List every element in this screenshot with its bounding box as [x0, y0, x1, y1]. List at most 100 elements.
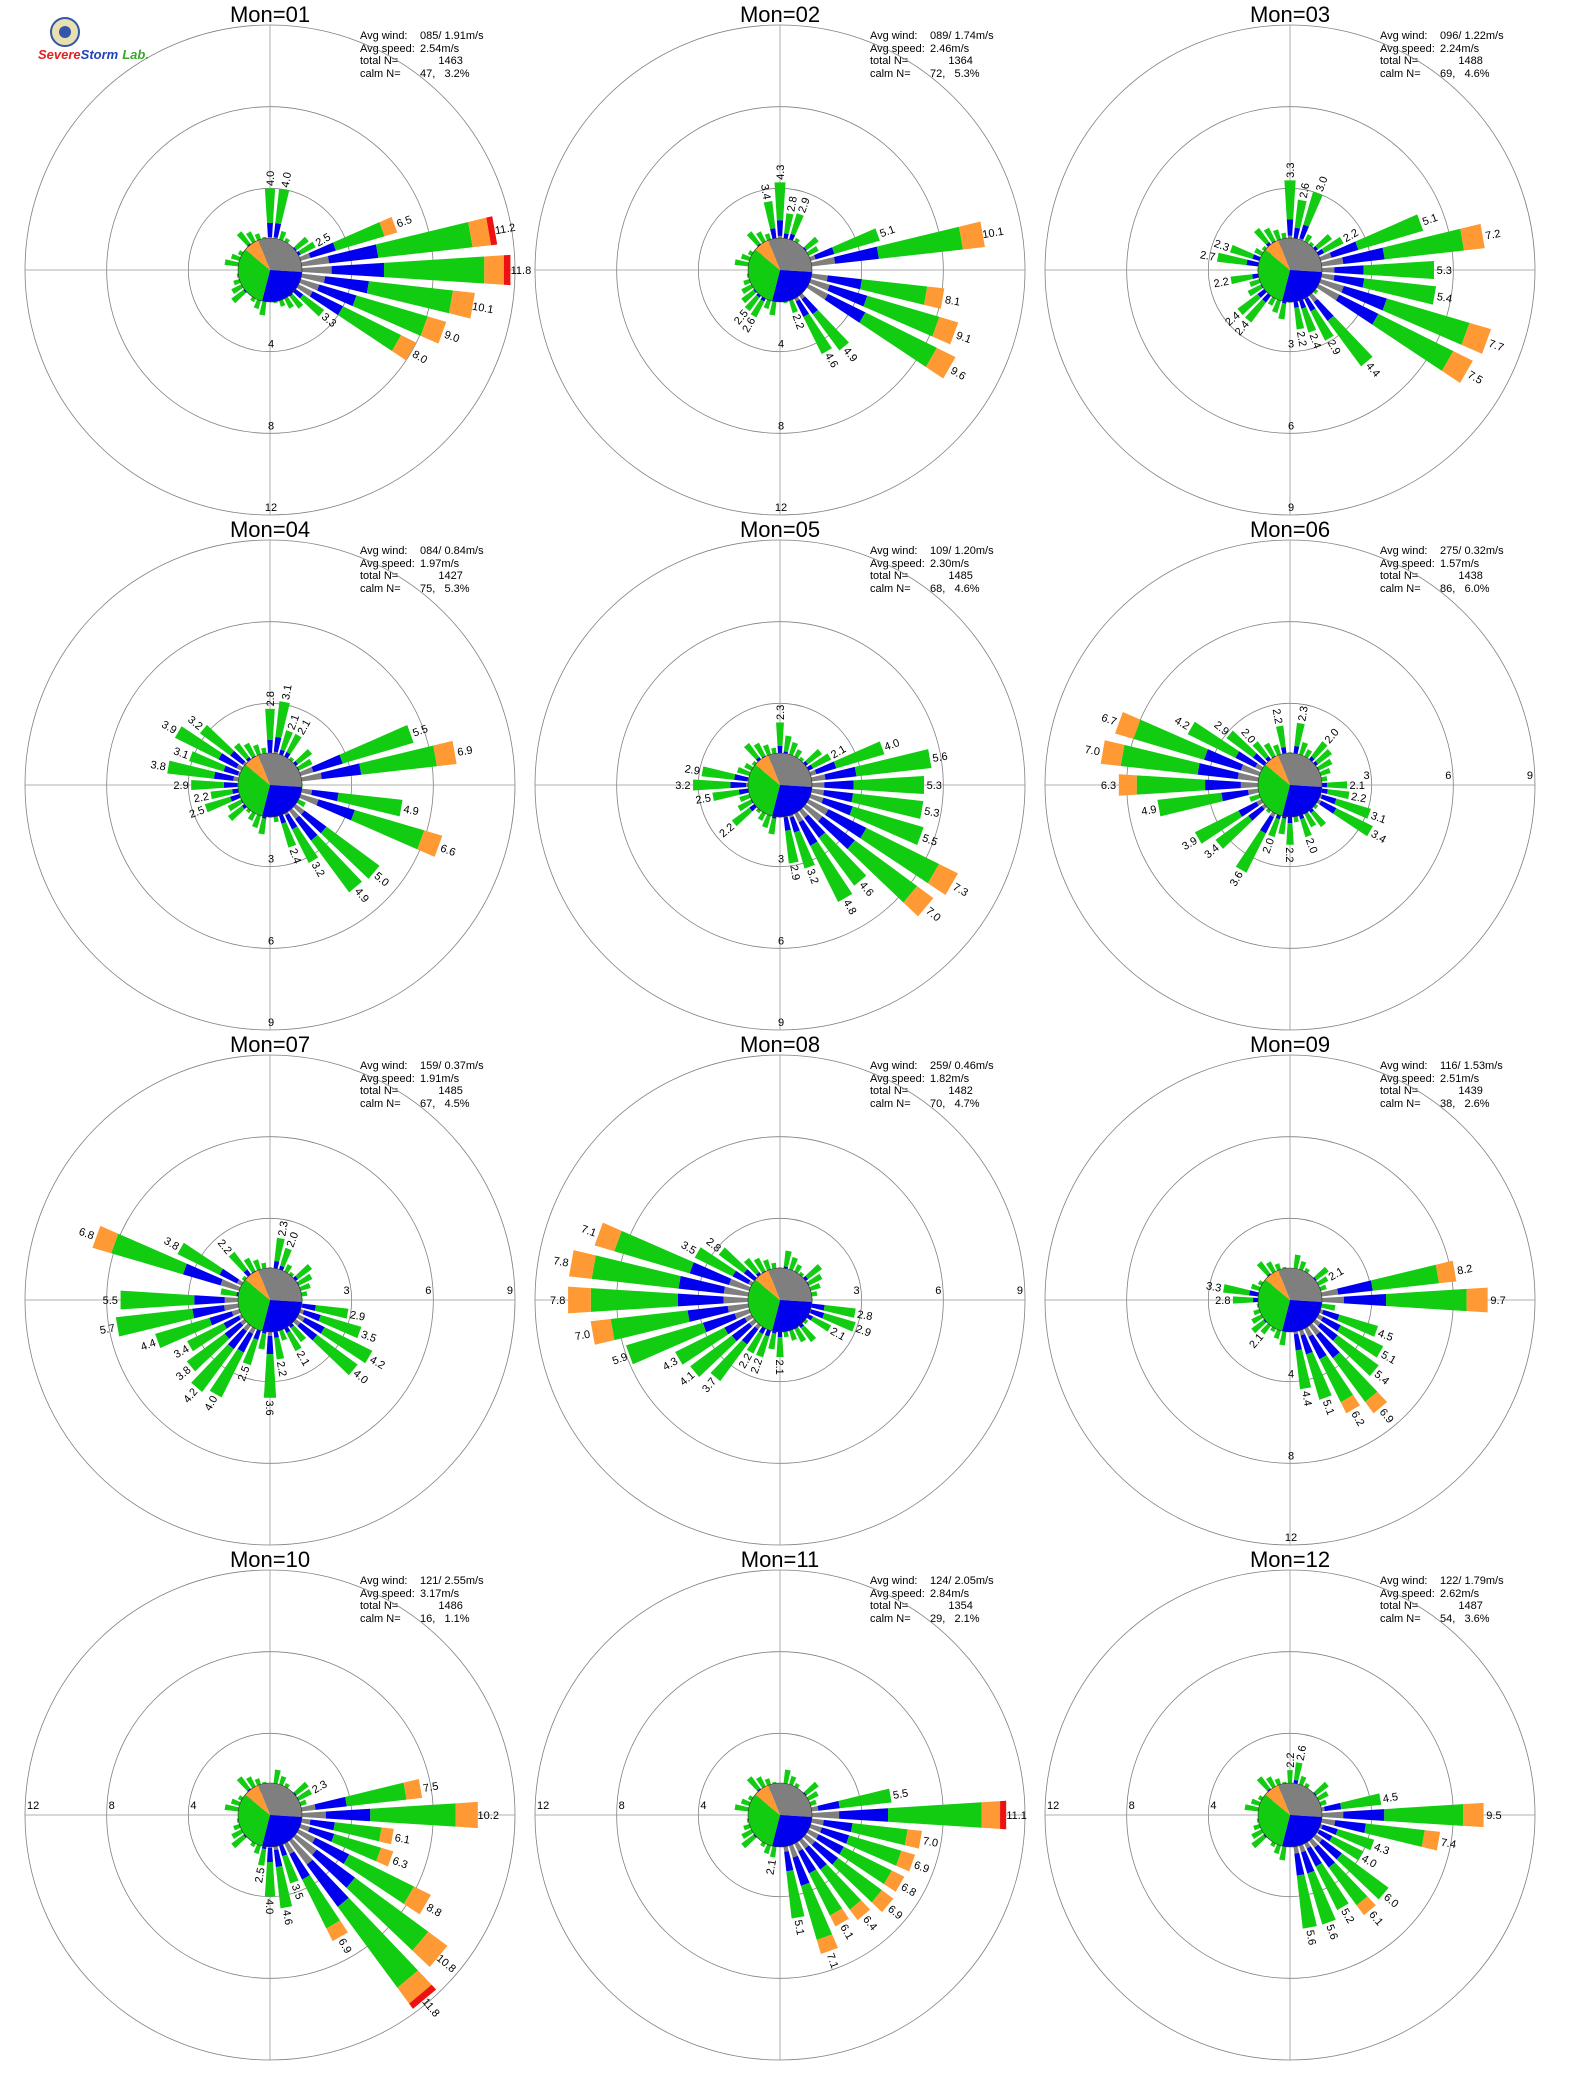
- petal-segment: [1317, 758, 1333, 771]
- petal-segment: [314, 1305, 349, 1319]
- petal-segment: [1322, 1309, 1340, 1321]
- calm-pie-slice: [1258, 1279, 1290, 1331]
- petal-segment: [312, 1334, 358, 1376]
- petal-segment: [1355, 214, 1424, 250]
- petal-segment: [734, 259, 749, 267]
- petal-label: 6.9: [912, 1859, 930, 1876]
- petal-segment: [694, 1247, 736, 1277]
- petal-label: 4.3: [775, 165, 787, 180]
- calm-pie-slice: [238, 249, 270, 301]
- calm-pie-slice: [772, 1300, 812, 1332]
- petal-segment: [805, 1263, 823, 1280]
- stat-total-n: total N= 1463: [360, 55, 484, 68]
- petal-segment: [1421, 1830, 1441, 1851]
- petal-segment: [774, 182, 786, 221]
- calm-pie-border: [237, 237, 303, 303]
- wind-rose-panel: Mon=02 Avg wind: 089/ 1.74m/s Avg speed: 2.4…: [520, 0, 1040, 520]
- calm-pie-slice: [238, 1279, 270, 1331]
- petal-segment: [1363, 260, 1434, 280]
- stat-avg-wind: Avg wind: 085/ 1.91m/s: [360, 30, 484, 43]
- university-seal-icon: [50, 17, 80, 47]
- petal-segment: [743, 742, 760, 760]
- petal-segment: [958, 221, 985, 250]
- petal-segment: [320, 826, 380, 879]
- stat-label: Avg speed:: [870, 557, 925, 570]
- petal-segment: [1315, 1331, 1340, 1359]
- petal-label: 3.6: [1228, 869, 1246, 888]
- ring-label: 8: [1288, 1450, 1294, 1462]
- stat-label: total N=: [870, 1600, 909, 1612]
- petal-segment: [800, 1325, 817, 1343]
- petal-segment: [701, 766, 736, 780]
- petal-segment: [448, 290, 475, 319]
- stat-value: 116/ 1.53m/s: [1440, 1060, 1503, 1072]
- petal-segment: [223, 1315, 241, 1329]
- ring-label: 8: [268, 420, 274, 432]
- ring-label: 9: [778, 1017, 784, 1029]
- wind-rose-panel: Mon=07 Avg wind: 159/ 0.37m/s Avg speed: 1.9…: [10, 1030, 530, 1550]
- petal-segment: [710, 1340, 748, 1382]
- stat-label: total N=: [870, 1085, 909, 1097]
- petal-segment: [816, 1834, 844, 1855]
- stat-calm-n: calm N= 38, 2.6%: [1380, 1098, 1503, 1111]
- calm-pie-slice: [258, 1268, 302, 1303]
- petal-segment: [1332, 1335, 1379, 1377]
- stat-avg-wind: Avg wind: 109/ 1.20m/s: [870, 545, 994, 558]
- petal-segment: [803, 313, 832, 355]
- petal-segment: [1306, 1352, 1332, 1400]
- petal-label: 4.9: [352, 886, 371, 905]
- petal-label: 3.5: [359, 1329, 377, 1346]
- stat-label: Avg wind:: [1380, 545, 1428, 557]
- petal-segment: [231, 289, 246, 304]
- petal-segment: [337, 792, 403, 817]
- panel-stats: Avg wind: 121/ 2.55m/s Avg speed: 3.17m/s to…: [360, 1575, 484, 1625]
- petal-segment: [1197, 763, 1239, 780]
- petal-segment: [297, 758, 313, 771]
- petal-segment: [486, 216, 498, 246]
- petal-segment: [783, 816, 791, 831]
- calm-pie-border: [237, 1267, 303, 1333]
- petal-segment: [1371, 1264, 1440, 1291]
- stat-total-n: total N= 1427: [360, 570, 484, 583]
- stat-label: Avg speed:: [870, 1072, 925, 1085]
- stat-label: total N=: [360, 55, 399, 67]
- petal-label: 2.2: [1270, 708, 1284, 725]
- petal-segment: [798, 1849, 817, 1874]
- petal-label: 10.1: [471, 301, 494, 317]
- petal-label: 2.8: [856, 1309, 873, 1323]
- petal-segment: [155, 1317, 212, 1348]
- petal-segment: [1232, 1296, 1254, 1304]
- panel-title: Mon=10: [229, 1547, 311, 1572]
- calm-pie-border: [237, 752, 303, 818]
- petal-segment: [783, 1769, 791, 1784]
- petal-segment: [1314, 1844, 1336, 1868]
- petal-segment: [312, 1837, 350, 1864]
- petal-label: 2.5: [188, 804, 206, 821]
- petal-segment: [1340, 1395, 1361, 1414]
- petal-segment: [743, 1257, 760, 1275]
- petal-segment: [860, 279, 928, 305]
- petal-label: 6.8: [899, 1881, 918, 1899]
- calm-pie-slice: [1278, 1268, 1322, 1303]
- petal-label: 4.0: [1359, 1853, 1378, 1871]
- petal-segment: [223, 765, 240, 776]
- petal-segment: [311, 754, 343, 773]
- petal-segment: [1320, 1316, 1341, 1332]
- stat-value: 38, 2.6%: [1440, 1097, 1490, 1110]
- stat-calm-n: calm N= 86, 6.0%: [1380, 583, 1504, 596]
- petal-segment: [824, 293, 866, 323]
- petal-label: 2.2: [193, 791, 210, 805]
- petal-label: 6.6: [439, 843, 457, 860]
- petal-label: 4.0: [351, 1368, 370, 1387]
- petal-label: 2.0: [1303, 837, 1320, 855]
- petal-label: 4.0: [202, 1394, 220, 1413]
- petal-segment: [927, 863, 958, 895]
- petal-segment: [246, 231, 257, 245]
- petal-segment: [231, 283, 245, 294]
- wind-rose-panel: Mon=09 Avg wind: 116/ 1.53m/s Avg speed: 2.5…: [1030, 1030, 1550, 1550]
- panel-title: Mon=04: [229, 517, 311, 542]
- panel-title: Mon=02: [739, 2, 821, 27]
- stat-label: calm N=: [1380, 582, 1421, 595]
- petal-segment: [295, 815, 318, 841]
- petal-label: 5.1: [1379, 1349, 1398, 1367]
